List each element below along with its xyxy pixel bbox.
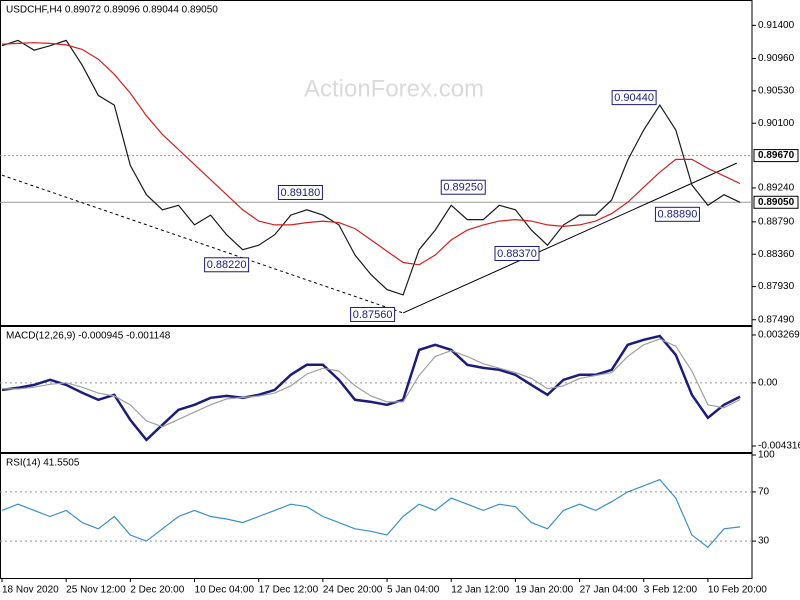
panel-frame <box>0 453 753 579</box>
annotation-box <box>350 306 396 322</box>
annotation-box <box>494 245 540 261</box>
annotation-label: 0.88220 <box>207 259 247 271</box>
annotation-box <box>611 90 657 106</box>
annotation-label: 0.90440 <box>614 92 654 104</box>
annotation-box <box>277 184 323 200</box>
annotation-box <box>654 206 700 222</box>
level-label: 0.89050 <box>758 197 795 208</box>
x-tick-label: 5 Jan 04:00 <box>387 585 440 596</box>
annotation-label: 0.87560 <box>353 309 393 321</box>
panel-frame <box>0 0 753 326</box>
y-tick-label: 0.003269 <box>758 330 800 341</box>
x-tick-label: 10 Dec 04:00 <box>195 585 255 596</box>
panel-frame <box>0 326 753 453</box>
trendline <box>402 162 737 314</box>
series-line <box>1 42 741 266</box>
annotation-label: 0.88370 <box>497 248 537 260</box>
y-tick-label: 0.87930 <box>758 281 795 292</box>
rsi-title: RSI(14) 41.5505 <box>6 458 80 469</box>
y-tick-label: -0.004316 <box>758 441 800 452</box>
y-tick-label: 100 <box>758 450 775 461</box>
level-box <box>753 149 799 163</box>
y-tick-label: 0.00 <box>758 377 778 388</box>
annotation-box <box>204 257 250 273</box>
series-line <box>1 338 741 428</box>
x-tick-label: 19 Jan 20:00 <box>515 585 573 596</box>
x-tick-label: 17 Dec 12:00 <box>259 585 319 596</box>
x-tick-label: 2 Dec 20:00 <box>130 585 184 596</box>
y-tick-label: 0.91400 <box>758 20 795 31</box>
y-tick-label: 0.87490 <box>758 314 795 325</box>
x-tick-label: 25 Nov 12:00 <box>66 585 126 596</box>
macd-title: MACD(12,26,9) -0.000945 -0.001148 <box>6 331 171 342</box>
annotation-label: 0.89250 <box>443 182 483 194</box>
watermark: ActionForex.com <box>304 75 484 102</box>
annotation-box <box>440 179 486 195</box>
chart-title: USDCHF,H4 0.89072 0.89096 0.89044 0.8905… <box>6 5 218 16</box>
x-tick-label: 10 Feb 20:00 <box>708 585 767 596</box>
y-tick-label: 0.90100 <box>758 118 795 129</box>
y-tick-label: 30 <box>758 536 770 547</box>
annotation-label: 0.89180 <box>281 187 321 199</box>
level-label: 0.89670 <box>758 150 795 161</box>
level-box <box>753 195 799 209</box>
x-tick-label: 18 Nov 2020 <box>2 585 59 596</box>
x-tick-label: 24 Dec 20:00 <box>323 585 383 596</box>
y-tick-label: 0.90960 <box>758 53 795 64</box>
y-tick-label: 0.88360 <box>758 249 795 260</box>
x-tick-label: 12 Jan 12:00 <box>451 585 509 596</box>
y-tick-label: 0.90530 <box>758 85 795 96</box>
y-tick-label: 70 <box>758 487 770 498</box>
x-tick-label: 3 Feb 12:00 <box>644 585 698 596</box>
x-tick-label: 27 Jan 04:00 <box>580 585 638 596</box>
series-line <box>1 478 741 549</box>
series-line <box>1 39 741 296</box>
y-tick-label: 0.89240 <box>758 183 795 194</box>
y-tick-label: 0.88790 <box>758 216 795 227</box>
trendline <box>1 174 404 314</box>
annotation-label: 0.88890 <box>658 209 698 221</box>
series-line <box>1 334 741 442</box>
